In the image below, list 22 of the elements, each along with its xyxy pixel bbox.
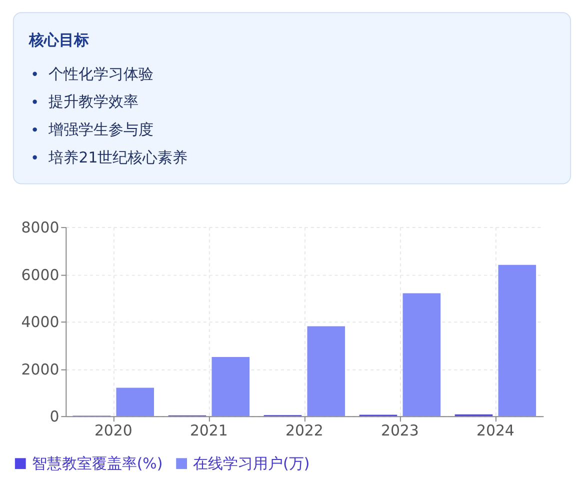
legend-label: 在线学习用户(万) [193,454,310,473]
x-tick-label: 2024 [476,421,514,440]
y-tick-label: 6000 [21,266,60,284]
y-tick-label: 8000 [21,218,60,237]
bar [212,357,250,416]
text: 增强学生参与度 [48,120,154,139]
bar [498,264,536,416]
legend-label: 智慧教室覆盖率(%) [32,454,163,473]
x-tick-label: 2022 [285,421,324,440]
x-tick-label: 2023 [380,421,419,440]
y-tick-label: 0 [50,408,60,426]
text: 提升教学效率 [48,92,139,111]
text: 个性化学习体验 [48,64,154,83]
text: 培养21世纪核心素养 [48,148,188,166]
x-tick-label: 2020 [94,421,132,440]
y-tick-label: 2000 [21,360,60,378]
text: 核心目标 [28,31,89,49]
y-tick-label: 4000 [21,313,60,332]
x-tick-label: 2021 [190,421,228,440]
bar [307,326,346,416]
bar [116,388,154,416]
bar [402,293,441,416]
